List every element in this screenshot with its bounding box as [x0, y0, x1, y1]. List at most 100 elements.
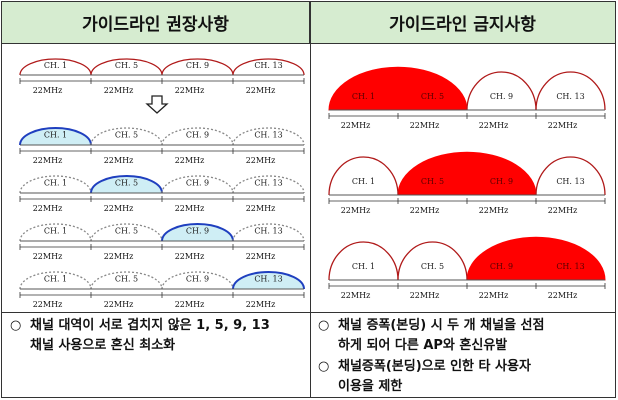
recommended-width-label-3-2: 22MHz [175, 252, 205, 261]
forbidden-note-1-line2: 하게 되어 다른 AP와 혼신유발 [338, 338, 508, 353]
recommended-width-label-4-1: 22MHz [104, 300, 134, 309]
recommended-channel-arc-0-2 [161, 58, 234, 76]
recommended-channel-arc-4-2 [161, 271, 234, 290]
forbidden-channel-label-2-0: CH. 1 [352, 262, 375, 271]
recommended-channel-label-3-0: CH. 1 [44, 226, 67, 235]
recommended-channel-label-2-3: CH. 13 [254, 178, 282, 187]
recommended-width-label-2-3: 22MHz [246, 204, 276, 213]
recommended-width-label-3-3: 22MHz [246, 252, 276, 261]
recommended-channel-arc-3-2 [161, 223, 234, 242]
recommended-width-label-0-1: 22MHz [104, 86, 134, 95]
recommended-channel-label-4-3: CH. 13 [254, 274, 282, 283]
forbidden-note-2: ○ 채널증폭(본딩)으로 인한 타 사용자 이용을 제한 [318, 357, 612, 397]
forbidden-bonded-dome-0 [328, 66, 468, 111]
forbidden-channel-label-0-2: CH. 9 [490, 92, 513, 101]
forbidden-header: 가이드라인 금지사항 [310, 2, 615, 44]
recommended-channel-arc-3-3 [232, 223, 305, 242]
recommended-channel-diagram: CH. 1 CH. 5 CH. 9 CH. 13 22MHz 22MHz 22MHz 22MH… [19, 58, 305, 309]
recommended-width-label-3-1: 22MHz [104, 252, 134, 261]
forbidden-channel-arc-2-1 [397, 241, 468, 281]
forbidden-channel-arc-1-0 [328, 156, 399, 196]
forbidden-channel-arc-1-3 [535, 156, 606, 196]
recommended-channel-label-3-2: CH. 9 [186, 226, 209, 235]
recommended-channel-arc-2-3 [232, 175, 305, 194]
forbidden-channel-arc-2-0 [328, 241, 399, 281]
column-divider [310, 2, 311, 397]
forbidden-channel-label-2-2: CH. 9 [490, 262, 513, 271]
recommended-channel-arc-0-3 [232, 58, 305, 76]
recommended-channel-label-0-3: CH. 13 [254, 61, 282, 70]
recommended-row-4: CH. 1 CH. 5 CH. 9 CH. 13 22MHz 22MHz 22MHz 22MH… [19, 271, 305, 309]
forbidden-channel-label-1-2: CH. 9 [490, 177, 513, 186]
recommended-channel-label-1-2: CH. 9 [186, 130, 209, 139]
forbidden-row-0: CH. 1 CH. 5 CH. 9 CH. 13 22MHz 22MHz 22MHz 22MH… [328, 66, 606, 130]
recommended-note-line1: 채널 대역이 서로 겹치지 않은 1, 5, 9, 13 [30, 318, 270, 333]
recommended-channel-arc-3-0 [19, 223, 92, 242]
forbidden-bonded-dome-1 [397, 151, 537, 196]
row-divider [2, 312, 615, 313]
recommended-width-label-0-3: 22MHz [246, 86, 276, 95]
recommended-width-label-1-3: 22MHz [246, 156, 276, 165]
recommended-note: ○ 채널 대역이 서로 겹치지 않은 1, 5, 9, 13 채널 사용으로 혼신… [10, 316, 306, 356]
recommended-channel-arc-1-2 [161, 127, 234, 146]
recommended-channel-arc-4-3 [232, 271, 305, 290]
forbidden-row-1: CH. 1 CH. 5 CH. 9 CH. 13 22MHz 22MHz 22MHz 22MH… [328, 151, 606, 215]
forbidden-channel-label-2-1: CH. 5 [421, 262, 444, 271]
forbidden-width-label-0-0: 22MHz [341, 121, 371, 130]
recommended-width-label-4-2: 22MHz [175, 300, 205, 309]
forbidden-width-label-0-2: 22MHz [479, 121, 509, 130]
recommended-channel-arc-2-1 [90, 175, 163, 194]
forbidden-bonded-dome-2 [466, 236, 606, 281]
recommended-width-label-1-1: 22MHz [104, 156, 134, 165]
recommended-width-label-2-2: 22MHz [175, 204, 205, 213]
recommended-channel-label-0-2: CH. 9 [186, 61, 209, 70]
recommended-row-0: CH. 1 CH. 5 CH. 9 CH. 13 22MHz 22MHz 22MHz 22MH… [19, 58, 305, 95]
recommended-header: 가이드라인 권장사항 [2, 2, 310, 44]
circle-bullet-icon: ○ [318, 318, 330, 333]
forbidden-channel-label-1-1: CH. 5 [421, 177, 444, 186]
recommended-width-label-1-2: 22MHz [175, 156, 205, 165]
forbidden-note-1: ○ 채널 증폭(본딩) 시 두 개 채널을 선점 하게 되어 다른 AP와 혼신유… [318, 316, 612, 356]
forbidden-channel-label-0-1: CH. 5 [421, 92, 444, 101]
forbidden-width-label-0-3: 22MHz [548, 121, 578, 130]
recommended-width-label-2-0: 22MHz [33, 204, 63, 213]
forbidden-note-2-line2: 이용을 제한 [338, 379, 403, 394]
recommended-channel-arc-1-3 [232, 127, 305, 146]
forbidden-width-label-0-1: 22MHz [410, 121, 440, 130]
recommended-channel-arc-1-0 [19, 127, 92, 146]
forbidden-width-label-2-2: 22MHz [479, 291, 509, 300]
down-arrow-icon [145, 95, 169, 114]
forbidden-channel-diagram: CH. 1 CH. 5 CH. 9 CH. 13 22MHz 22MHz 22MHz 22MH… [328, 66, 606, 300]
recommended-width-label-1-0: 22MHz [33, 156, 63, 165]
forbidden-channel-label-2-3: CH. 13 [556, 262, 584, 271]
forbidden-width-label-1-0: 22MHz [341, 206, 371, 215]
recommended-width-label-4-0: 22MHz [33, 300, 63, 309]
recommended-width-label-2-1: 22MHz [104, 204, 134, 213]
recommended-note-line2: 채널 사용으로 혼신 최소화 [30, 338, 176, 353]
recommended-channel-label-2-0: CH. 1 [44, 178, 67, 187]
recommended-channel-label-0-0: CH. 1 [44, 61, 67, 70]
forbidden-channel-label-1-3: CH. 13 [556, 177, 584, 186]
forbidden-note-2-line1: 채널증폭(본딩)으로 인한 타 사용자 [338, 359, 531, 374]
forbidden-channel-label-0-3: CH. 13 [556, 92, 584, 101]
recommended-channel-label-0-1: CH. 5 [115, 61, 138, 70]
recommended-channel-arc-3-1 [90, 223, 163, 242]
circle-bullet-icon: ○ [318, 359, 330, 374]
recommended-channel-label-2-1: CH. 5 [115, 178, 138, 187]
forbidden-channel-arc-0-2 [466, 71, 537, 111]
forbidden-width-label-2-3: 22MHz [548, 291, 578, 300]
recommended-row-2: CH. 1 CH. 5 CH. 9 CH. 13 22MHz 22MHz 22MHz 22MH… [19, 175, 305, 213]
recommended-channel-arc-4-1 [90, 271, 163, 290]
recommended-width-label-4-3: 22MHz [246, 300, 276, 309]
forbidden-channel-label-1-0: CH. 1 [352, 177, 375, 186]
forbidden-width-label-2-1: 22MHz [410, 291, 440, 300]
circle-bullet-icon: ○ [10, 318, 22, 333]
recommended-channel-arc-2-0 [19, 175, 92, 194]
forbidden-width-label-1-3: 22MHz [548, 206, 578, 215]
recommended-channel-label-4-1: CH. 5 [115, 274, 138, 283]
recommended-channel-arc-0-0 [19, 58, 92, 76]
recommended-width-label-3-0: 22MHz [33, 252, 63, 261]
recommended-channel-arc-4-0 [19, 271, 92, 290]
recommended-channel-arc-2-2 [161, 175, 234, 194]
